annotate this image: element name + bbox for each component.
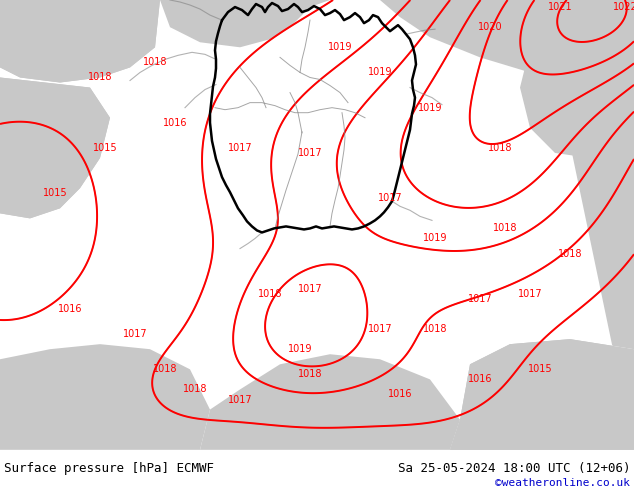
Text: 1017: 1017	[298, 284, 322, 294]
Text: 1018: 1018	[258, 289, 282, 299]
Text: 1018: 1018	[143, 57, 167, 68]
Polygon shape	[0, 0, 160, 82]
Text: Surface pressure [hPa] ECMWF: Surface pressure [hPa] ECMWF	[4, 462, 214, 475]
Text: 1019: 1019	[368, 68, 392, 77]
Polygon shape	[0, 0, 330, 48]
Text: 1017: 1017	[518, 289, 542, 299]
Text: 1021: 1021	[548, 2, 573, 12]
Text: 1017: 1017	[228, 394, 252, 405]
Text: 1015: 1015	[527, 365, 552, 374]
Text: 1015: 1015	[42, 188, 67, 198]
Text: 1019: 1019	[423, 234, 447, 244]
Text: ©weatheronline.co.uk: ©weatheronline.co.uk	[495, 478, 630, 488]
Text: 1018: 1018	[298, 369, 322, 379]
Polygon shape	[0, 77, 110, 219]
Text: 1019: 1019	[328, 42, 353, 52]
Text: 1017: 1017	[378, 193, 403, 203]
Text: 1018: 1018	[87, 73, 112, 82]
Polygon shape	[200, 354, 460, 450]
Polygon shape	[380, 0, 634, 77]
Text: 1018: 1018	[558, 248, 582, 259]
Polygon shape	[0, 77, 110, 219]
Text: 1016: 1016	[388, 390, 412, 399]
Polygon shape	[450, 0, 634, 450]
Text: 1018: 1018	[493, 223, 517, 233]
Text: 1018: 1018	[488, 143, 512, 153]
Text: 1017: 1017	[298, 148, 322, 158]
Text: 1019: 1019	[288, 344, 313, 354]
Text: 1016: 1016	[163, 118, 187, 128]
Polygon shape	[0, 344, 210, 450]
Polygon shape	[0, 0, 160, 82]
Text: 1017: 1017	[468, 294, 493, 304]
Text: 1017: 1017	[368, 324, 392, 334]
Polygon shape	[520, 0, 634, 158]
Text: 1022: 1022	[612, 2, 634, 12]
Text: 1016: 1016	[468, 374, 492, 384]
Text: 1017: 1017	[123, 329, 147, 339]
Text: Sa 25-05-2024 18:00 UTC (12+06): Sa 25-05-2024 18:00 UTC (12+06)	[398, 462, 630, 475]
Text: 1018: 1018	[423, 324, 447, 334]
Text: 1019: 1019	[418, 103, 443, 113]
Text: 1018: 1018	[183, 385, 207, 394]
Text: 1016: 1016	[58, 304, 82, 314]
Text: 1018: 1018	[153, 365, 178, 374]
Text: 1017: 1017	[228, 143, 252, 153]
Text: 1020: 1020	[477, 22, 502, 32]
Text: 1015: 1015	[93, 143, 117, 153]
Polygon shape	[450, 339, 634, 450]
